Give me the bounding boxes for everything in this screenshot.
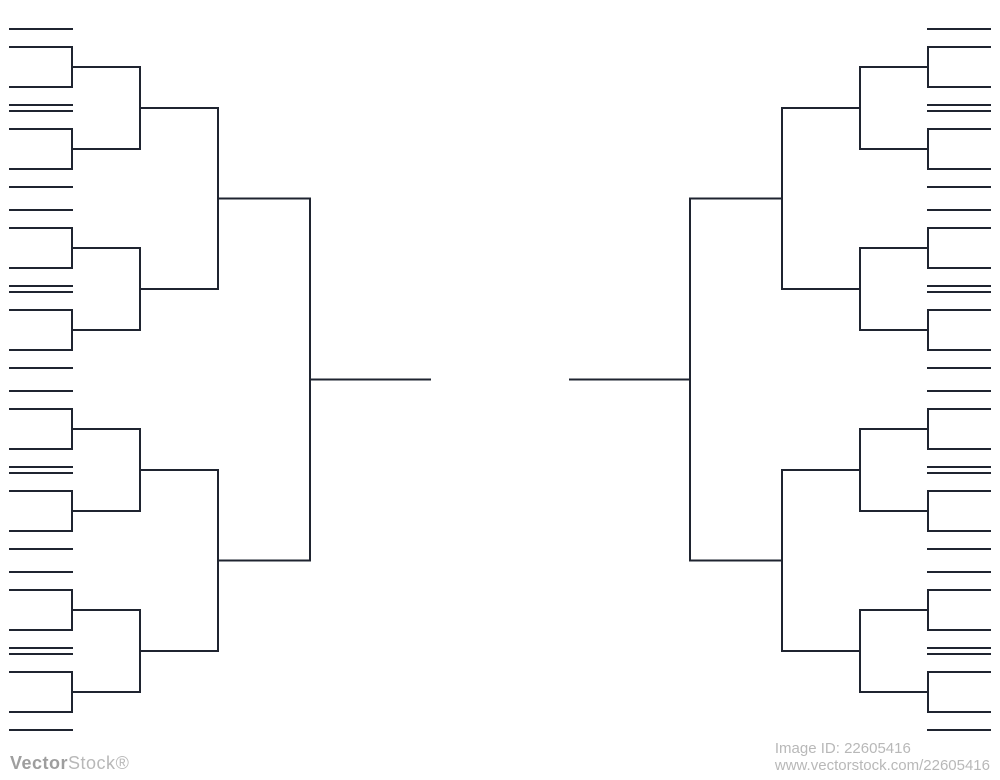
watermark-id: Image ID: 22605416 www.vectorstock.com/2… (775, 740, 990, 774)
watermark-id-label: Image ID: 22605416 (775, 740, 911, 757)
bracket-canvas: VectorStock® Image ID: 22605416 www.vect… (0, 0, 1000, 780)
watermark-site: www.vectorstock.com/22605416 (775, 757, 990, 774)
bracket-svg (0, 0, 1000, 780)
watermark-logo: VectorStock® (10, 753, 129, 774)
watermark-logo-suffix: Stock (68, 753, 116, 773)
watermark-logo-prefix: Vector (10, 753, 68, 773)
